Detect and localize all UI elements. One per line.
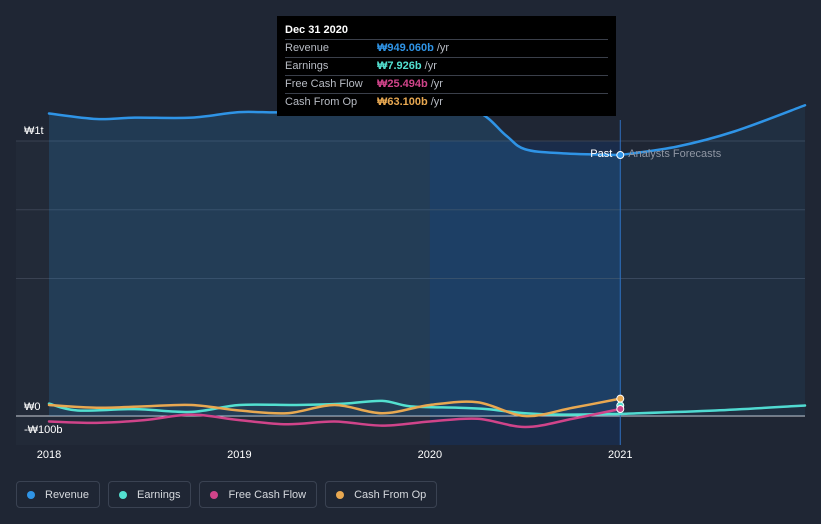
series-line [47, 399, 622, 416]
tooltip-row-revenue: Revenue ₩949.060b /yr [285, 39, 608, 57]
x-tick-label: 2020 [418, 449, 442, 461]
legend-dot-icon [210, 490, 219, 499]
tooltip-unit: /yr [436, 42, 450, 54]
x-tick-label: 2018 [37, 449, 61, 461]
tooltip-unit: /yr [430, 96, 443, 108]
tooltip-date: Dec 31 2020 [285, 24, 348, 36]
legend-label: Cash From Op [354, 488, 427, 501]
highlight-region [429, 141, 621, 445]
x-tick-label: 2021 [608, 449, 632, 461]
tooltip: Dec 31 2020 Revenue ₩949.060b /yr Earnin… [277, 16, 616, 116]
legend-cash-from-op-button[interactable]: Cash From Op [325, 481, 438, 508]
y-label-zero: ₩0 [24, 401, 41, 413]
series-line [619, 104, 807, 157]
legend-revenue-button[interactable]: Revenue [16, 481, 101, 508]
legend-dot-icon [336, 490, 345, 499]
past-label: Past [590, 148, 612, 160]
marker-layer [616, 151, 625, 413]
x-tick-label: 2019 [227, 449, 251, 461]
gridlines [16, 120, 805, 445]
y-label-bottom: -₩100b [24, 424, 63, 436]
tooltip-label: Earnings [285, 60, 329, 72]
legend-label: Earnings [137, 488, 181, 501]
chart-background [16, 141, 621, 445]
data-point-marker [616, 151, 625, 160]
tooltip-value: ₩63.100b [377, 96, 428, 108]
series-line [619, 404, 807, 416]
tooltip-row-cash-from-op: Cash From Op ₩63.100b /yr [285, 93, 608, 111]
legend: Revenue Earnings Free Cash Flow Cash Fro… [16, 481, 438, 508]
tooltip-label: Cash From Op [285, 96, 358, 108]
data-point-marker [616, 404, 625, 413]
tooltip-row-earnings: Earnings ₩7.926b /yr [285, 57, 608, 75]
tooltip-label: Free Cash Flow [285, 78, 363, 90]
tooltip-value: ₩949.060b [377, 42, 434, 54]
tooltip-value: ₩7.926b [377, 60, 422, 72]
legend-label: Free Cash Flow [228, 488, 307, 501]
tooltip-unit: /yr [430, 78, 443, 90]
y-label-top: ₩1t [24, 125, 44, 137]
axis-labels: ₩1t ₩0 -₩100b 2018 2019 2020 2021 Past Analysts … [24, 125, 722, 461]
legend-free-cash-flow-button[interactable]: Free Cash Flow [199, 481, 318, 508]
data-point-marker [616, 394, 625, 403]
forecast-area [620, 105, 805, 416]
tooltip-unit: /yr [424, 60, 437, 72]
tooltip-row-free-cash-flow: Free Cash Flow ₩25.494b /yr [285, 75, 608, 93]
tooltip-label: Revenue [285, 42, 330, 54]
legend-dot-icon [119, 490, 128, 499]
series-area [49, 102, 621, 416]
series-layer [47, 101, 807, 429]
legend-dot-icon [27, 490, 35, 499]
legend-label: Revenue [45, 488, 90, 501]
forecast-label: Analysts Forecasts [628, 148, 721, 160]
series-line [47, 407, 622, 429]
tooltip-value: ₩25.494b [377, 78, 428, 90]
legend-earnings-button[interactable]: Earnings [108, 481, 192, 508]
series-line [47, 397, 622, 418]
